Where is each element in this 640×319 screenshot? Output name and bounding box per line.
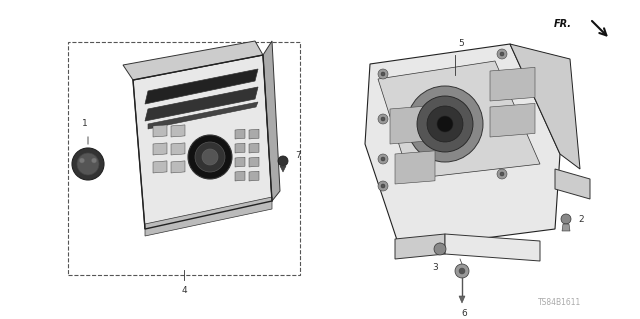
Polygon shape — [510, 44, 580, 169]
Text: 6: 6 — [461, 309, 467, 318]
Polygon shape — [123, 41, 263, 80]
Polygon shape — [148, 102, 258, 129]
Text: FR.: FR. — [554, 19, 572, 29]
Circle shape — [417, 96, 473, 152]
Polygon shape — [171, 143, 185, 155]
Polygon shape — [263, 41, 280, 201]
Text: 2: 2 — [578, 214, 584, 224]
Circle shape — [72, 148, 104, 180]
Circle shape — [79, 158, 84, 163]
Circle shape — [378, 154, 388, 164]
Text: TS84B1611: TS84B1611 — [538, 298, 582, 307]
Polygon shape — [365, 44, 560, 249]
Polygon shape — [235, 143, 245, 153]
Polygon shape — [249, 129, 259, 139]
Polygon shape — [395, 151, 435, 184]
Circle shape — [381, 117, 385, 121]
Circle shape — [497, 49, 507, 59]
Circle shape — [437, 116, 453, 132]
Circle shape — [381, 184, 385, 188]
Circle shape — [500, 52, 504, 56]
Polygon shape — [249, 157, 259, 167]
Circle shape — [561, 214, 571, 224]
Circle shape — [407, 86, 483, 162]
Circle shape — [434, 243, 446, 255]
Polygon shape — [153, 125, 167, 137]
Circle shape — [455, 264, 469, 278]
Polygon shape — [395, 234, 445, 259]
Text: 1: 1 — [82, 119, 88, 128]
Circle shape — [497, 169, 507, 179]
Polygon shape — [445, 234, 540, 261]
Circle shape — [77, 153, 99, 175]
Polygon shape — [490, 67, 535, 101]
Polygon shape — [235, 129, 245, 139]
Text: 7: 7 — [295, 152, 301, 160]
Circle shape — [378, 181, 388, 191]
Polygon shape — [490, 103, 535, 137]
Text: 3: 3 — [432, 263, 438, 272]
Circle shape — [92, 158, 97, 163]
Text: 5: 5 — [458, 39, 464, 48]
Polygon shape — [171, 125, 185, 137]
Circle shape — [381, 157, 385, 161]
Polygon shape — [235, 157, 245, 167]
Polygon shape — [145, 87, 258, 121]
Polygon shape — [555, 169, 590, 199]
Polygon shape — [249, 171, 259, 181]
Bar — [68, 42, 300, 275]
Text: 4: 4 — [181, 286, 187, 295]
Circle shape — [188, 135, 232, 179]
Circle shape — [195, 142, 225, 172]
Circle shape — [381, 72, 385, 76]
Circle shape — [459, 268, 465, 274]
Circle shape — [500, 172, 504, 176]
Circle shape — [427, 106, 463, 142]
Polygon shape — [153, 161, 167, 173]
Polygon shape — [171, 161, 185, 173]
Circle shape — [378, 114, 388, 124]
Polygon shape — [378, 61, 540, 179]
Polygon shape — [459, 296, 465, 303]
Circle shape — [278, 156, 288, 166]
Polygon shape — [235, 171, 245, 181]
Circle shape — [378, 69, 388, 79]
Polygon shape — [145, 69, 258, 104]
Polygon shape — [249, 143, 259, 153]
Polygon shape — [390, 106, 430, 144]
Polygon shape — [133, 55, 272, 229]
Circle shape — [202, 149, 218, 165]
Polygon shape — [145, 197, 272, 236]
Polygon shape — [280, 166, 286, 172]
Polygon shape — [153, 143, 167, 155]
Polygon shape — [562, 224, 570, 231]
